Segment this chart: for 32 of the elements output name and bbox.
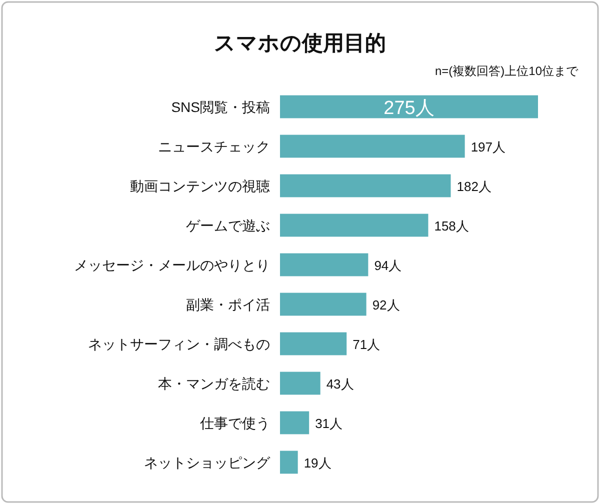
- data-label: 43人: [326, 376, 354, 392]
- bar: [280, 450, 298, 474]
- bar: [280, 292, 366, 316]
- bar: [280, 95, 538, 118]
- y-tick-label: ゲームで遊ぶ: [186, 217, 270, 234]
- bar: [280, 174, 451, 198]
- bar: [280, 134, 465, 158]
- data-label: 275人: [384, 98, 434, 119]
- y-tick-label: ニュースチェック: [158, 138, 270, 154]
- data-label: 31人: [315, 416, 343, 431]
- y-tick-label: 仕事で使う: [199, 414, 270, 431]
- data-label: 94人: [374, 258, 402, 273]
- y-tick-label: SNS閲覧・投稿: [171, 98, 270, 115]
- bar: [280, 332, 347, 356]
- y-tick-label: メッセージ・メールのやりとり: [74, 256, 270, 273]
- y-tick-label: 動画コンテンツの視聴: [130, 178, 270, 194]
- chart-subtitle: n=(複数回答)上位10位まで: [434, 64, 579, 78]
- data-label: 92人: [372, 297, 400, 312]
- chart-title: スマホの使用目的: [214, 32, 386, 55]
- bar: [280, 411, 310, 434]
- data-label: 158人: [434, 218, 469, 234]
- y-tick-label: 本・マンガを読む: [158, 375, 270, 392]
- y-tick-label: ネットショッピング: [144, 454, 271, 470]
- bar: [280, 253, 368, 276]
- y-tick-label: 副業・ポイ活: [186, 296, 270, 312]
- data-label: 197人: [470, 139, 506, 154]
- y-tick-label: ネットサーフィン・調べもの: [88, 336, 270, 352]
- bar: [280, 372, 320, 395]
- data-label: 71人: [352, 336, 380, 352]
- bar: [280, 214, 428, 237]
- data-label: 19人: [304, 455, 332, 470]
- data-label: 182人: [456, 178, 492, 194]
